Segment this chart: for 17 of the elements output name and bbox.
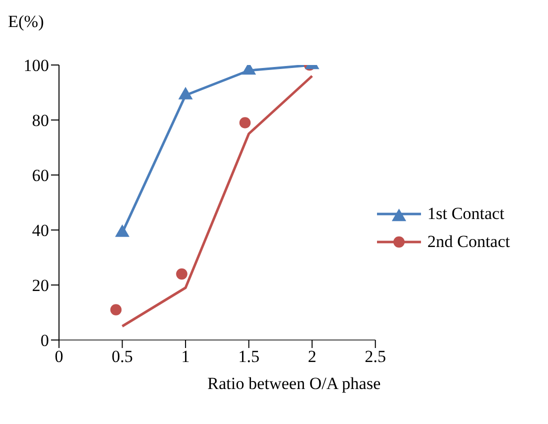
- y-tick-label: 40: [32, 221, 49, 240]
- x-tick-label: 2.5: [364, 347, 386, 366]
- x-tick-label: 0: [54, 347, 64, 366]
- y-tick-label: 60: [32, 166, 49, 186]
- x-tick-label: 1.5: [238, 347, 260, 366]
- x-tick-label: 1: [181, 347, 190, 366]
- y-tick-label: 20: [32, 276, 49, 296]
- line-series: [121, 74, 314, 328]
- legend-label: 2nd Contact: [427, 232, 510, 252]
- y-tick-label: 80: [32, 111, 49, 130]
- x-axis-title: Ratio between O/A phase: [206, 374, 382, 394]
- y-tick-label: 100: [24, 56, 49, 76]
- y-axis-title: E(%): [8, 12, 44, 32]
- y-tick-label: 0: [40, 331, 49, 350]
- x-tick-label: 2: [308, 347, 316, 366]
- legend-label: 1st Contact: [427, 204, 504, 224]
- x-tick-label: 0.5: [112, 347, 133, 366]
